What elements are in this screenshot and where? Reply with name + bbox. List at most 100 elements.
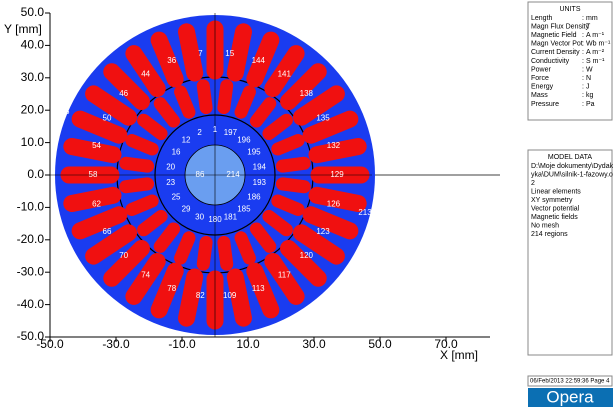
rotor-slot xyxy=(234,231,256,265)
stator-slot xyxy=(150,262,184,319)
stator-slot xyxy=(103,63,150,110)
rotor-slot xyxy=(249,222,277,253)
y-tick-label: -50.0 xyxy=(17,329,45,343)
unit-sep: : xyxy=(582,32,584,39)
stator-slot xyxy=(292,224,345,265)
x-tick-label: 30.0 xyxy=(302,337,326,351)
unit-sep: : xyxy=(582,66,584,73)
footer-box xyxy=(527,375,613,387)
rotor-slot xyxy=(125,134,159,156)
unit-name: Magn Flux Density xyxy=(531,23,589,30)
unit-name: Power xyxy=(531,66,552,73)
footer: 06/Feb/2013 22:59:36 Page 4 xyxy=(530,379,610,385)
region-label: 44 xyxy=(141,70,150,79)
unit-name: Conductivity xyxy=(531,58,570,65)
unit-sep: : xyxy=(582,23,584,30)
x-tick-label: -30.0 xyxy=(102,337,130,351)
region-label: 86 xyxy=(196,170,205,179)
region-label: 23 xyxy=(166,178,175,187)
rotor-slot xyxy=(153,97,181,128)
region-label: 196 xyxy=(237,136,251,145)
region-label: 50 xyxy=(103,113,112,122)
unit-name: Magn Vector Pot xyxy=(531,41,583,48)
rotor-slot xyxy=(262,209,293,237)
rotor-slot xyxy=(217,79,234,115)
x-axis-label: X [mm] xyxy=(440,348,478,362)
y-tick-label: -20.0 xyxy=(17,232,45,246)
rotor-slot xyxy=(119,156,155,173)
unit-name: Pressure xyxy=(531,101,559,108)
region-label: 70 xyxy=(119,251,128,260)
region-label: 20 xyxy=(166,162,175,171)
stator-slot xyxy=(63,138,122,164)
region-label: 58 xyxy=(89,170,98,179)
region-label: 30 xyxy=(195,212,204,221)
unit-sep: : xyxy=(582,101,584,108)
region-label: 123 xyxy=(316,227,330,236)
region-label: 62 xyxy=(92,199,101,208)
model-line: Linear elements xyxy=(531,188,581,195)
region-label: 193 xyxy=(253,178,267,187)
region-label: 66 xyxy=(103,227,112,236)
rotor-slot xyxy=(137,209,168,237)
region-label: 120 xyxy=(300,251,314,260)
brand-box xyxy=(528,388,613,407)
unit-value: Pa xyxy=(586,101,595,108)
x-tick-label: 10.0 xyxy=(236,337,260,351)
region-label: 85 xyxy=(61,107,70,116)
rotor-slot xyxy=(234,85,256,119)
stator-slot xyxy=(178,268,204,327)
region-label: 180 xyxy=(208,215,222,224)
y-tick-label: 30.0 xyxy=(21,70,45,84)
model-title: MODEL DATA xyxy=(548,154,593,161)
region-label: 129 xyxy=(330,170,344,179)
region-label: 82 xyxy=(196,291,205,300)
unit-value: A m⁻¹ xyxy=(586,32,605,39)
stator-slot xyxy=(292,85,345,126)
stator-slot xyxy=(246,31,280,88)
region-label: 54 xyxy=(92,141,101,150)
unit-name: Magnetic Field xyxy=(531,32,577,39)
rotor-slot xyxy=(119,177,155,194)
stator-slot xyxy=(264,45,305,98)
stator-slot xyxy=(280,240,327,287)
region-label: 29 xyxy=(182,205,191,214)
stator-slot xyxy=(125,252,166,305)
x-tick-label: 70.0 xyxy=(434,337,458,351)
unit-value: A m⁻² xyxy=(586,49,605,56)
region-label: 132 xyxy=(327,141,341,150)
unit-value: J xyxy=(586,84,590,91)
region-label: 74 xyxy=(141,271,150,280)
stator-slot xyxy=(85,85,138,126)
unit-sep: : xyxy=(582,92,584,99)
stator-slot xyxy=(178,23,204,82)
region-label: 78 xyxy=(167,284,176,293)
x-tick-label: 50.0 xyxy=(368,337,392,351)
region-label: 195 xyxy=(247,148,261,157)
rotor-slot xyxy=(271,194,305,216)
model-line: D:\Moje dokumenty\Dydakt xyxy=(531,163,613,170)
region-label: 2 xyxy=(197,128,202,137)
region-label: 25 xyxy=(172,193,181,202)
region-label: 194 xyxy=(253,162,267,171)
region-label: 213 xyxy=(358,208,372,217)
unit-name: Force xyxy=(531,75,549,82)
model-line: 2 xyxy=(531,180,535,187)
rotor-slot xyxy=(153,222,181,253)
stator-slot xyxy=(226,23,252,82)
y-tick-label: -40.0 xyxy=(17,297,45,311)
unit-name: Current Density xyxy=(531,49,580,56)
unit-sep: : xyxy=(582,58,584,65)
region-label: 1 xyxy=(213,125,218,134)
region-label: 214 xyxy=(226,170,240,179)
unit-sep: : xyxy=(582,75,584,82)
brand: Opera xyxy=(546,387,594,406)
stator-slot xyxy=(308,186,367,212)
rotor-slot xyxy=(125,194,159,216)
stator-slot xyxy=(264,252,305,305)
y-tick-label: 10.0 xyxy=(21,135,45,149)
rotor-slot xyxy=(262,113,293,141)
stator-slot xyxy=(302,110,359,144)
y-tick-label: -30.0 xyxy=(17,264,45,278)
region-label: 7 xyxy=(198,49,203,58)
